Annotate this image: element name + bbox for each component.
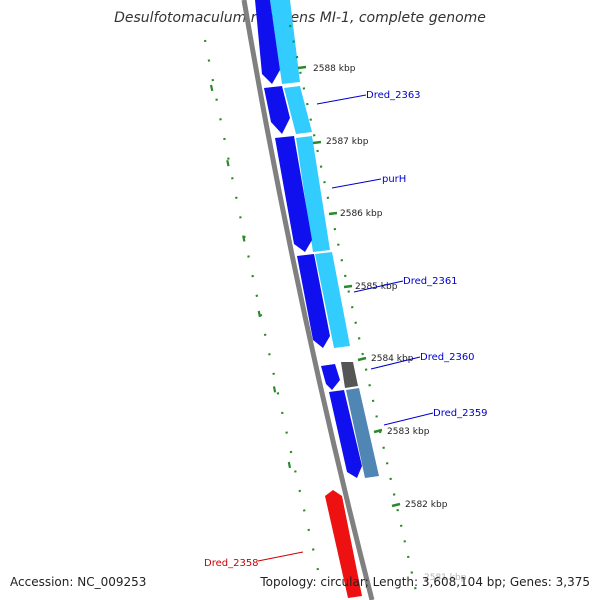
genome-summary-text: Topology: circular; Length: 3,608,104 bp… (260, 575, 590, 589)
leader-dred-2359 (383, 412, 434, 426)
tick-mark-2588 (297, 65, 307, 70)
genome-backbone (241, 0, 375, 600)
tick-mark-2582 (391, 502, 401, 508)
leader-dred-2360 (370, 356, 421, 370)
accession-text: Accession: NC_009253 (10, 575, 147, 589)
cds-arrow-6[interactable] (329, 390, 362, 478)
feature-band-steel (346, 388, 379, 478)
tick-mark-2586 (328, 211, 338, 216)
tick-label-2582: 2582 kbp (405, 500, 448, 510)
genome-title: Desulfotomaculum reducens MI-1, complete… (114, 10, 486, 26)
tick-mark-2587 (312, 140, 322, 145)
leader-dred-2361 (353, 280, 404, 293)
cds-reverse-arrow[interactable] (325, 490, 362, 598)
feature-band-gray (341, 362, 358, 388)
feature-band-3 (296, 136, 330, 252)
tick-mark-2585 (343, 284, 353, 289)
cds-arrow-1[interactable] (255, 0, 280, 84)
tick-label-2587: 2587 kbp (326, 137, 369, 147)
cds-arrow-3[interactable] (275, 136, 312, 252)
gene-label-dred-2361[interactable]: Dred_2361 (403, 276, 458, 287)
leader-purh (331, 178, 382, 189)
outer-tick-dots (288, 24, 420, 600)
gene-label-dred-2360[interactable]: Dred_2360 (420, 352, 475, 363)
feature-band-2 (284, 86, 312, 134)
cds-arrow-4[interactable] (297, 254, 330, 348)
tick-label-2583: 2583 kbp (387, 427, 430, 437)
label-leaders (257, 94, 434, 562)
gene-label-dred-2359[interactable]: Dred_2359 (433, 408, 488, 419)
tick-mark-2583 (373, 428, 383, 434)
tick-label-2588: 2588 kbp (313, 64, 356, 74)
gene-label-dred-2363[interactable]: Dred_2363 (366, 90, 421, 101)
leader-dred-2363 (316, 94, 367, 105)
tick-label-2581: 2581 kbp (424, 573, 467, 583)
cds-arrow-2[interactable] (264, 86, 290, 134)
tick-mark-2584 (357, 356, 367, 362)
gene-label-purh[interactable]: purH (382, 174, 406, 185)
tick-marks (297, 65, 401, 508)
feature-band-4 (315, 252, 350, 348)
feature-band-1 (270, 0, 300, 84)
tick-label-2586: 2586 kbp (340, 209, 383, 219)
leader-dred-2358 (257, 551, 304, 562)
gene-label-dred-2358[interactable]: Dred_2358 (204, 558, 259, 569)
cds-arrow-5[interactable] (321, 364, 340, 390)
tick-label-2584: 2584 kbp (371, 354, 414, 364)
